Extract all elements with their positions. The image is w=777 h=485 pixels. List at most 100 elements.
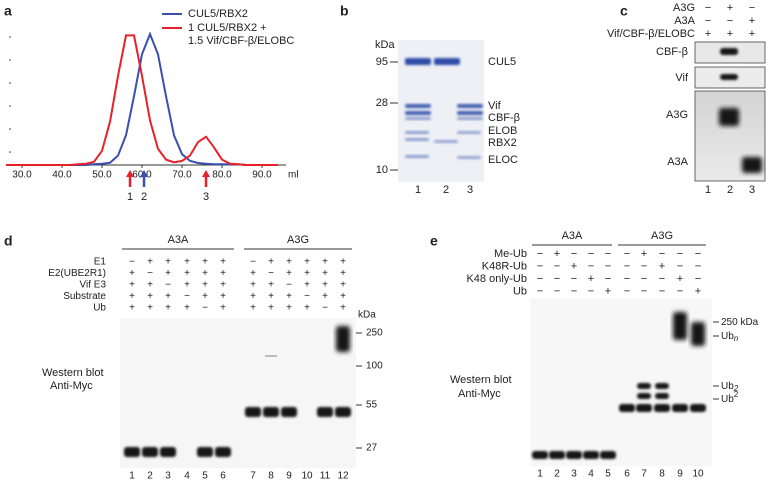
lane-number: 3	[165, 471, 171, 482]
condition-sign: +	[184, 268, 190, 279]
x-unit: ml	[288, 170, 299, 181]
condition-sign: +	[322, 268, 328, 279]
condition-sign: +	[659, 260, 665, 272]
band	[637, 393, 651, 399]
condition-sign: −	[537, 273, 543, 285]
condition-label: Ub	[93, 303, 106, 314]
y-axis-dot	[9, 128, 11, 130]
lane-number: 2	[727, 184, 733, 196]
condition-sign: −	[537, 260, 543, 272]
band	[124, 447, 140, 457]
lane-number: 6	[624, 469, 630, 480]
lane-number: 10	[301, 471, 313, 482]
band	[142, 447, 158, 457]
lane-number: 5	[202, 471, 208, 482]
band-label: ELOC	[488, 154, 518, 166]
condition-sign: +	[147, 291, 153, 302]
lane-number: 4	[588, 469, 594, 480]
condition-sign: +	[250, 280, 256, 291]
condition-sign: +	[250, 303, 256, 314]
condition-sign: −	[588, 260, 594, 272]
blot-label: Vif	[675, 72, 689, 84]
condition-sign: −	[659, 248, 665, 260]
lane-number: 4	[184, 471, 190, 482]
condition-sign: +	[340, 291, 346, 302]
band	[672, 404, 688, 412]
band	[405, 138, 429, 141]
condition-sign: +	[322, 257, 328, 268]
blot-label: CBF-β	[656, 46, 688, 58]
blot-label: A3A	[667, 156, 688, 168]
band	[720, 74, 738, 80]
condition-sign: +	[749, 15, 755, 27]
lane-number: 9	[677, 469, 683, 480]
x-tick-label: 50.0	[92, 170, 112, 181]
faint-band	[265, 355, 277, 357]
condition-sign: +	[268, 303, 274, 314]
marker-label: 3	[203, 191, 209, 203]
condition-sign: +	[147, 280, 153, 291]
condition-sign: −	[129, 257, 135, 268]
condition-sign: +	[202, 291, 208, 302]
condition-sign: +	[165, 303, 171, 314]
condition-sign: +	[220, 268, 226, 279]
condition-sign: +	[165, 291, 171, 302]
condition-sign: −	[659, 285, 665, 297]
condition-sign: −	[571, 273, 577, 285]
lane-number: 1	[415, 184, 421, 196]
mw-marker: 28	[376, 97, 388, 109]
condition-sign: −	[554, 285, 560, 297]
smear	[673, 312, 687, 340]
band	[655, 383, 669, 389]
condition-sign: +	[340, 280, 346, 291]
group-label: A3G	[287, 234, 309, 246]
panel-label: d	[4, 233, 13, 249]
mw-text: 250 kDa	[721, 317, 759, 328]
condition-sign: −	[554, 273, 560, 285]
condition-sign: −	[184, 291, 190, 302]
mw-sup: 2	[734, 390, 739, 399]
band	[405, 58, 431, 65]
band	[636, 404, 652, 412]
blot-label: Western blot	[42, 367, 104, 379]
condition-sign: +	[588, 273, 594, 285]
condition-sign: +	[727, 2, 733, 14]
condition-sign: −	[677, 260, 683, 272]
y-axis-dot	[9, 59, 11, 61]
condition-label: Substrate	[63, 291, 106, 302]
smear	[336, 326, 350, 352]
legend-label: CUL5/RBX2	[188, 8, 248, 20]
condition-label: E2(UBE2R1)	[48, 268, 106, 279]
mw-marker: 55	[366, 400, 378, 411]
condition-sign: +	[340, 303, 346, 314]
mw-marker: 95	[376, 56, 388, 68]
condition-sign: +	[165, 268, 171, 279]
legend-label: 1 CUL5/RBX2 +1.5 Vif/CBF-β/ELOBC	[188, 22, 294, 47]
condition-sign: +	[322, 291, 328, 302]
condition-sign: +	[286, 257, 292, 268]
condition-sign: −	[202, 303, 208, 314]
condition-sign: −	[304, 291, 310, 302]
band	[583, 451, 599, 459]
lane-number: 10	[692, 469, 704, 480]
band-label: Vif	[488, 100, 502, 112]
condition-sign: −	[695, 260, 701, 272]
blot-label: Anti-Myc	[50, 380, 93, 392]
band	[457, 117, 483, 120]
band	[457, 104, 483, 108]
mw-marker: Ub2	[721, 381, 739, 393]
condition-sign: +	[571, 260, 577, 272]
marker-head	[202, 170, 210, 177]
band	[549, 451, 565, 459]
band	[719, 108, 739, 126]
panel-label: a	[4, 3, 12, 19]
lane-number: 3	[749, 184, 755, 196]
band-label: CUL5	[488, 56, 516, 68]
mw-marker: 10	[376, 164, 388, 176]
condition-sign: −	[268, 268, 274, 279]
condition-sign: +	[250, 268, 256, 279]
condition-sign: +	[304, 280, 310, 291]
lane-number: 2	[443, 184, 449, 196]
lane-number: 5	[605, 469, 611, 480]
